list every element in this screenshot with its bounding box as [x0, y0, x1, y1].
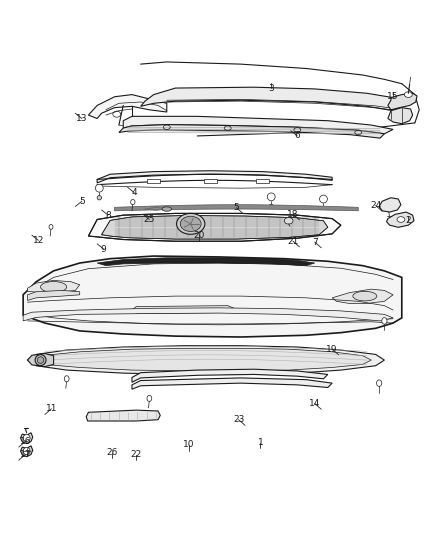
Ellipse shape: [23, 448, 30, 455]
Polygon shape: [21, 433, 33, 443]
Ellipse shape: [180, 216, 201, 231]
Text: 6: 6: [294, 132, 300, 140]
Text: 19: 19: [326, 345, 338, 354]
Polygon shape: [23, 256, 402, 337]
Polygon shape: [332, 289, 393, 303]
Ellipse shape: [377, 380, 382, 386]
Polygon shape: [147, 180, 160, 183]
Text: 13: 13: [76, 114, 88, 123]
Text: 3: 3: [268, 84, 274, 93]
Text: 18: 18: [287, 210, 299, 219]
Polygon shape: [88, 213, 341, 241]
Text: 21: 21: [287, 237, 299, 246]
Ellipse shape: [267, 193, 275, 201]
Text: 15: 15: [387, 92, 399, 101]
Text: 14: 14: [309, 399, 321, 408]
Polygon shape: [204, 180, 217, 183]
Polygon shape: [123, 116, 393, 134]
Ellipse shape: [23, 434, 30, 441]
Text: 1: 1: [258, 438, 263, 447]
Polygon shape: [28, 280, 80, 293]
Text: 7: 7: [312, 238, 318, 247]
Polygon shape: [102, 215, 328, 239]
Ellipse shape: [49, 224, 53, 229]
Ellipse shape: [320, 195, 327, 203]
Polygon shape: [388, 93, 417, 110]
Ellipse shape: [177, 213, 205, 235]
Polygon shape: [256, 180, 269, 183]
Ellipse shape: [95, 184, 103, 192]
Ellipse shape: [37, 357, 44, 364]
Ellipse shape: [353, 292, 377, 301]
Polygon shape: [115, 205, 358, 211]
Polygon shape: [141, 87, 406, 111]
Text: 22: 22: [131, 450, 142, 459]
Polygon shape: [23, 308, 393, 321]
Polygon shape: [28, 346, 385, 375]
Polygon shape: [132, 369, 328, 382]
Text: 23: 23: [233, 415, 244, 424]
Text: 26: 26: [107, 448, 118, 457]
Text: 9: 9: [101, 245, 106, 254]
Polygon shape: [97, 171, 332, 183]
Polygon shape: [88, 94, 167, 118]
Polygon shape: [86, 410, 160, 421]
Text: 20: 20: [194, 231, 205, 240]
Text: 12: 12: [33, 236, 44, 245]
Ellipse shape: [269, 204, 273, 208]
Polygon shape: [379, 198, 401, 212]
Ellipse shape: [131, 199, 135, 205]
Ellipse shape: [64, 376, 69, 382]
Text: 16: 16: [20, 437, 31, 446]
Text: 8: 8: [105, 211, 111, 220]
Ellipse shape: [35, 354, 46, 366]
Polygon shape: [36, 349, 371, 371]
Polygon shape: [97, 258, 315, 265]
Polygon shape: [28, 290, 80, 301]
Text: 4: 4: [131, 188, 137, 197]
Ellipse shape: [382, 318, 387, 324]
Polygon shape: [387, 212, 414, 228]
Polygon shape: [132, 378, 332, 389]
Text: 5: 5: [233, 203, 239, 212]
Ellipse shape: [162, 207, 172, 211]
Text: 11: 11: [46, 405, 57, 413]
Text: 17: 17: [20, 450, 31, 459]
Text: 5: 5: [79, 197, 85, 206]
Polygon shape: [132, 305, 237, 313]
Text: 25: 25: [144, 215, 155, 224]
Ellipse shape: [41, 281, 67, 293]
Ellipse shape: [97, 196, 102, 200]
Text: 24: 24: [370, 201, 381, 210]
Ellipse shape: [284, 217, 293, 224]
Polygon shape: [119, 125, 385, 138]
Polygon shape: [388, 108, 413, 124]
Ellipse shape: [404, 92, 412, 98]
Ellipse shape: [147, 395, 152, 401]
Text: 10: 10: [183, 440, 194, 449]
Polygon shape: [28, 353, 53, 367]
Text: 2: 2: [406, 216, 411, 225]
Ellipse shape: [397, 217, 405, 222]
Polygon shape: [21, 446, 33, 457]
